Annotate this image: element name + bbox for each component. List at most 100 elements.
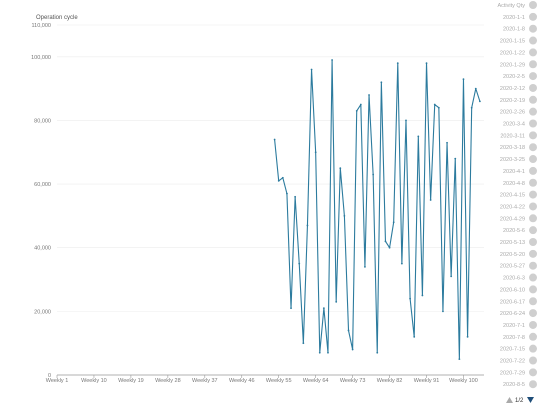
legend-item-label[interactable]: 2020-4-15 [500, 193, 525, 199]
data-point[interactable] [306, 224, 309, 227]
legend-item-label[interactable]: 2020-5-6 [503, 228, 525, 234]
legend-item-label[interactable]: 2020-6-24 [500, 311, 525, 317]
legend-marker-icon[interactable] [529, 95, 537, 104]
legend-item-label[interactable]: 2020-1-15 [500, 39, 525, 45]
legend-item-label[interactable]: 2020-2-12 [500, 86, 525, 92]
data-point[interactable] [372, 173, 375, 176]
data-point[interactable] [359, 103, 362, 106]
data-point[interactable] [314, 151, 317, 154]
legend-item-label[interactable]: 2020-5-13 [500, 240, 525, 246]
legend-item-label[interactable]: 2020-3-11 [500, 133, 525, 139]
data-point[interactable] [400, 262, 403, 265]
data-point[interactable] [281, 176, 284, 179]
data-point[interactable] [286, 192, 288, 195]
data-point[interactable] [458, 358, 461, 360]
data-point[interactable] [277, 180, 280, 182]
legend-marker-icon[interactable] [529, 273, 537, 282]
legend-item-label[interactable]: 2020-1-29 [500, 62, 525, 68]
data-point[interactable] [437, 106, 440, 109]
data-point[interactable] [376, 351, 379, 354]
data-point[interactable] [425, 62, 428, 65]
data-point[interactable] [442, 310, 444, 313]
legend-marker-icon[interactable] [529, 107, 537, 116]
data-point[interactable] [478, 100, 481, 103]
data-point[interactable] [290, 307, 292, 310]
legend-marker-icon[interactable] [529, 320, 537, 329]
legend-marker-icon[interactable] [529, 297, 537, 306]
data-point[interactable] [335, 300, 338, 303]
legend-item-label[interactable]: 2020-2-26 [500, 110, 525, 116]
data-point[interactable] [450, 275, 453, 278]
legend-marker-icon[interactable] [529, 344, 537, 353]
data-point[interactable] [318, 351, 321, 354]
legend-item-label[interactable]: 2020-6-10 [500, 287, 525, 293]
data-point[interactable] [322, 307, 325, 310]
data-point[interactable] [331, 59, 333, 61]
data-point[interactable] [347, 329, 350, 332]
data-point[interactable] [355, 110, 358, 112]
legend-marker-icon[interactable] [529, 190, 537, 199]
data-point[interactable] [392, 221, 395, 224]
data-point[interactable] [405, 119, 407, 122]
data-point[interactable] [413, 335, 416, 338]
legend-marker-icon[interactable] [529, 178, 537, 187]
data-point[interactable] [273, 138, 276, 141]
legend-item-label[interactable]: 2020-2-5 [503, 74, 525, 80]
legend-item-label[interactable]: 2020-7-1 [503, 323, 525, 329]
legend-item-label[interactable]: 2020-6-3 [503, 276, 525, 282]
data-point[interactable] [474, 87, 477, 90]
legend-prev-page-icon[interactable] [506, 397, 513, 403]
data-point[interactable] [454, 157, 457, 160]
data-point[interactable] [429, 199, 432, 201]
data-point[interactable] [343, 215, 346, 217]
legend-item-label[interactable]: 2020-3-4 [503, 122, 525, 128]
legend-marker-icon[interactable] [529, 332, 537, 341]
legend-marker-icon[interactable] [529, 143, 537, 152]
data-point[interactable] [433, 103, 436, 106]
legend-marker-icon[interactable] [529, 226, 537, 235]
data-point[interactable] [302, 342, 305, 345]
legend-marker-icon[interactable] [529, 72, 537, 81]
data-point[interactable] [339, 167, 342, 170]
legend-marker-icon[interactable] [529, 24, 537, 33]
data-point[interactable] [298, 262, 301, 265]
legend-item-label[interactable]: 2020-5-20 [500, 252, 525, 258]
data-point[interactable] [310, 68, 313, 71]
data-point[interactable] [470, 106, 473, 109]
legend-marker-icon[interactable] [529, 83, 537, 92]
legend-item-label[interactable]: 2020-1-8 [503, 27, 525, 33]
data-point[interactable] [421, 294, 424, 297]
legend-item-label[interactable]: 2020-6-17 [500, 299, 525, 305]
legend-item-label[interactable]: 2020-7-15 [500, 347, 525, 353]
legend-item-label[interactable]: 2020-2-19 [500, 98, 525, 104]
legend-marker-icon[interactable] [529, 309, 537, 318]
legend-item-label[interactable]: 2020-4-8 [503, 181, 525, 187]
data-point[interactable] [417, 135, 420, 138]
legend-marker-icon[interactable] [529, 60, 537, 69]
legend-marker-icon[interactable] [529, 356, 537, 365]
legend-marker-icon[interactable] [529, 249, 537, 258]
data-point[interactable] [388, 246, 391, 249]
legend-item-label[interactable]: 2020-3-18 [500, 145, 525, 151]
legend-item-label[interactable]: 2020-3-25 [500, 157, 525, 163]
data-point[interactable] [409, 297, 411, 300]
data-point[interactable] [364, 265, 366, 268]
data-point[interactable] [446, 141, 448, 144]
legend-marker-icon[interactable] [529, 48, 537, 57]
data-point[interactable] [327, 351, 329, 354]
legend-item-label[interactable]: 2020-5-27 [500, 264, 525, 270]
legend-marker-icon[interactable] [529, 202, 537, 211]
data-point[interactable] [351, 348, 354, 351]
legend-next-page-icon[interactable] [527, 397, 534, 403]
legend-item-label[interactable]: 2020-7-8 [503, 335, 525, 341]
legend-marker-icon[interactable] [529, 131, 537, 140]
data-point[interactable] [396, 62, 399, 65]
legend-marker-icon[interactable] [529, 214, 537, 223]
legend-marker-icon[interactable] [529, 12, 537, 21]
legend-marker-icon[interactable] [529, 36, 537, 45]
legend-item-label[interactable]: 2020-1-1 [503, 15, 525, 21]
legend-item-label[interactable]: 2020-1-22 [500, 50, 525, 56]
legend-marker-icon[interactable] [529, 380, 537, 389]
legend-marker-icon[interactable] [529, 285, 537, 294]
legend-item-label[interactable]: 2020-4-29 [500, 216, 525, 222]
